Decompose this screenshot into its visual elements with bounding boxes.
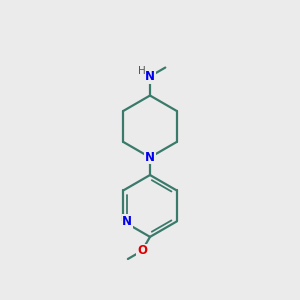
Text: O: O [137, 244, 147, 257]
Text: N: N [145, 151, 155, 164]
Text: N: N [122, 215, 132, 228]
Text: N: N [145, 70, 155, 83]
Text: H: H [138, 66, 146, 76]
